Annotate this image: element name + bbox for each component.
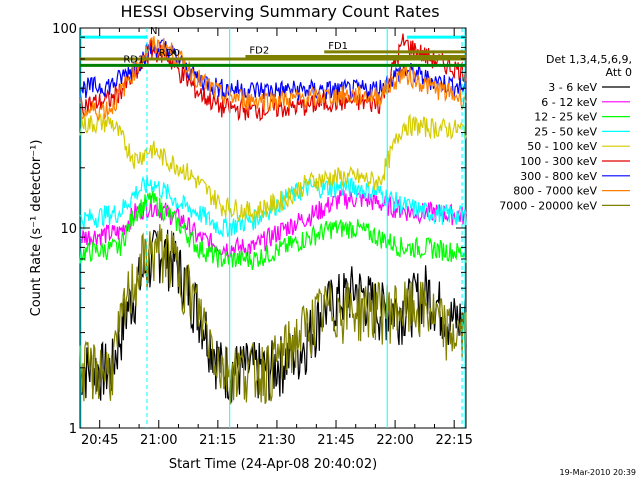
status-bar-label-rd0: RD0 — [159, 48, 180, 59]
chart-title: HESSI Observing Summary Count Rates — [120, 2, 439, 21]
legend-label-7000-20000: 7000 - 20000 keV — [499, 199, 597, 212]
legend-label-25-50: 25 - 50 keV — [534, 125, 597, 138]
series-line-12-25 — [79, 190, 467, 271]
x-tick-label-4: 21:45 — [317, 433, 354, 448]
x-axis-label: Start Time (24-Apr-08 20:40:02) — [169, 457, 377, 472]
legend-header-line1: Det 1,3,4,5,6,9, — [546, 53, 632, 66]
status-bar-label-n: N — [150, 26, 157, 37]
x-tick-label-2: 21:15 — [199, 433, 236, 448]
y-tick-label-2: 100 — [52, 22, 77, 37]
legend-label-3-6: 3 - 6 keV — [548, 81, 597, 94]
legend-label-6-12: 6 - 12 keV — [541, 96, 597, 109]
series-layer — [79, 33, 467, 405]
series-line-7000-20000 — [79, 224, 467, 405]
series-line-25-50 — [79, 174, 467, 239]
legend-label-800-7000: 800 - 7000 keV — [513, 185, 597, 198]
x-tick-label-0: 20:45 — [81, 433, 118, 448]
legend-label-50-100: 50 - 100 keV — [527, 140, 597, 153]
axes-layer: 20:45 21:00 21:15 21:30 21:45 22:00 22:15 1 10 10… — [52, 22, 473, 448]
status-bar-label-rd1: RD1 — [123, 54, 144, 65]
timestamp: 19-Mar-2010 20:39 — [560, 468, 637, 477]
y-tick-label-0: 1 — [69, 422, 77, 437]
x-tick-label-1: 21:00 — [140, 433, 177, 448]
y-tick-label-1: 10 — [60, 222, 77, 237]
y-axis-label: Count Rate (s⁻¹ detector⁻¹) — [29, 140, 44, 317]
legend: Det 1,3,4,5,6,9, Att 0 3 - 6 keV 6 - 12 k… — [499, 53, 632, 212]
x-tick-label-5: 22:00 — [376, 433, 413, 448]
status-bar-label-fd1: FD1 — [328, 41, 348, 52]
legend-header-line2: Att 0 — [606, 66, 632, 79]
status-bar-label-fd2: FD2 — [249, 46, 269, 57]
x-tick-label-3: 21:30 — [258, 433, 295, 448]
legend-label-300-800: 300 - 800 keV — [520, 170, 597, 183]
legend-label-12-25: 12 - 25 keV — [534, 111, 597, 124]
series-line-50-100 — [79, 112, 467, 224]
legend-label-100-300: 100 - 300 keV — [520, 155, 597, 168]
x-tick-label-6: 22:15 — [435, 433, 472, 448]
